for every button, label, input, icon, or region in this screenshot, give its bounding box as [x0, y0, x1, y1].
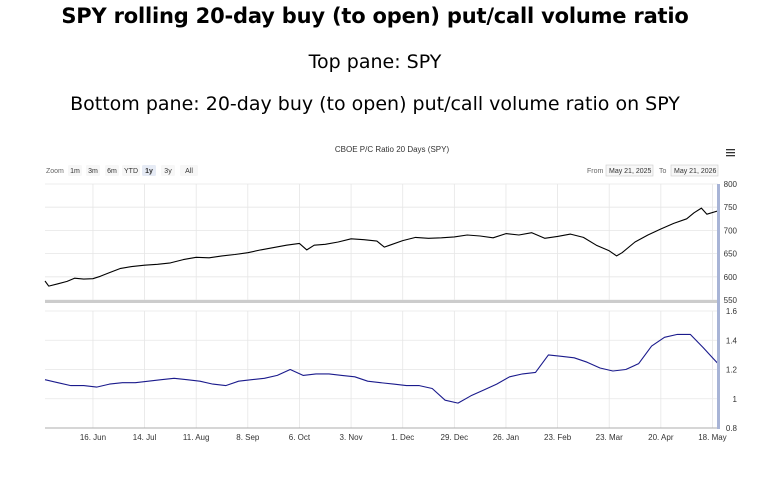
y-tick-label: 0.8	[726, 424, 738, 433]
price-pane	[44, 207, 719, 287]
zoom-button-label: 1y	[145, 168, 153, 175]
from-date-value: May 21, 2025	[609, 168, 652, 175]
zoom-button-label: YTD	[124, 168, 138, 175]
y-tick-label: 550	[724, 296, 738, 305]
x-tick-label: 6. Oct	[289, 433, 311, 442]
y-tick-label: 750	[724, 203, 738, 212]
y-tick-label: 800	[724, 180, 738, 189]
to-label: To	[659, 168, 667, 175]
y-tick-label: 700	[724, 226, 738, 235]
y-tick-label: 1.6	[726, 307, 738, 316]
subtitle-top-pane: Top pane: SPY	[308, 51, 442, 73]
zoom-button-label: 1m	[70, 168, 80, 175]
to-date-value: May 21, 2026	[674, 168, 717, 175]
subtitle-bottom-pane: Bottom pane: 20-day buy (to open) put/ca…	[70, 93, 680, 115]
zoom-button-1m[interactable]: 1m	[68, 165, 82, 176]
x-tick-label: 14. Jul	[133, 433, 157, 442]
page-title: SPY rolling 20-day buy (to open) put/cal…	[61, 4, 689, 28]
x-tick-label: 3. Nov	[340, 433, 363, 442]
zoom-button-label: 6m	[107, 168, 117, 175]
zoom-label: Zoom	[46, 168, 64, 175]
x-tick-label: 26. Jan	[493, 433, 519, 442]
x-tick-label: 18. May	[698, 433, 726, 442]
y-tick-label: 1.4	[726, 336, 738, 345]
zoom-button-group: 1m 3m 6m YTD 1y 3y All	[68, 165, 198, 176]
chart-title: CBOE P/C Ratio 20 Days (SPY)	[335, 145, 450, 154]
zoom-button-label: 3m	[88, 168, 98, 175]
zoom-button-label: 3y	[164, 168, 172, 175]
zoom-button-1y[interactable]: 1y	[142, 165, 156, 176]
zoom-button-3m[interactable]: 3m	[86, 165, 100, 176]
y-tick-label: 600	[724, 273, 738, 282]
x-tick-label: 23. Mar	[596, 433, 623, 442]
y-tick-label: 1.2	[726, 366, 738, 375]
y-tick-label: 650	[724, 250, 738, 259]
zoom-button-3y[interactable]: 3y	[161, 165, 175, 176]
zoom-button-ytd[interactable]: YTD	[122, 165, 140, 176]
x-tick-label: 23. Feb	[544, 433, 572, 442]
ratio-pane	[44, 333, 719, 404]
pane-separator	[45, 300, 718, 303]
from-date-input[interactable]: May 21, 2025	[605, 164, 654, 177]
zoom-button-label: All	[185, 168, 193, 175]
x-tick-label: 1. Dec	[391, 433, 414, 442]
x-tick-label: 29. Dec	[441, 433, 469, 442]
y-tick-label: 1	[733, 395, 738, 404]
scroll-handle[interactable]	[717, 184, 720, 429]
put-call-ratio-line	[44, 333, 719, 404]
to-date-input[interactable]: May 21, 2026	[670, 164, 719, 177]
grid	[45, 183, 718, 429]
x-tick-label: 20. Apr	[648, 433, 674, 442]
hamburger-menu-icon[interactable]	[725, 147, 737, 159]
spy-price-line	[44, 207, 719, 287]
zoom-button-6m[interactable]: 6m	[105, 165, 119, 176]
x-tick-label: 16. Jun	[80, 433, 106, 442]
x-tick-label: 8. Sep	[236, 433, 260, 442]
x-tick-label: 11. Aug	[183, 433, 210, 442]
from-label: From	[587, 168, 604, 175]
zoom-button-all[interactable]: All	[180, 165, 198, 176]
axes: 16. Jun 14. Jul 11. Aug 8. Sep 6. Oct 3. Nov 1…	[45, 180, 738, 442]
